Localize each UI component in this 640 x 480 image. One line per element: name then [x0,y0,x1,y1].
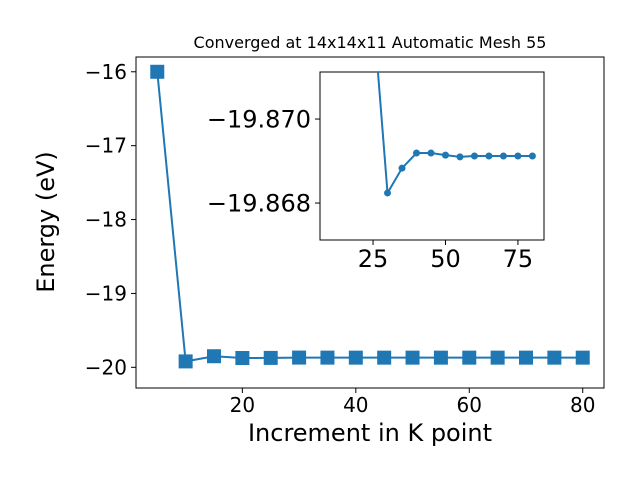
data-point [519,350,533,365]
y-tick-label: −20 [85,355,127,379]
data-point [235,351,250,366]
data-point [490,350,505,365]
data-point [499,152,507,160]
data-point [470,152,478,160]
x-tick-label: 80 [570,393,595,417]
plot-area [150,64,590,369]
x-axis-label: Increment in K point [248,419,492,447]
x-tick-label: 75 [503,245,534,273]
data-point [575,350,590,365]
y-tick-label: −19.870 [207,105,311,133]
y-tick-label: −19.868 [207,189,311,217]
data-point [398,164,406,172]
data-point [320,350,335,365]
x-tick-label: 40 [343,393,368,417]
data-line [156,71,583,363]
data-point [427,149,435,157]
data-point [263,350,278,365]
data-point [207,349,221,364]
x-tick-label: 25 [358,245,389,273]
data-point [462,350,477,365]
data-point [456,153,464,161]
y-tick-label: −18 [85,208,127,232]
data-point [485,152,493,160]
x-tick-label: 60 [457,393,482,417]
y-axis-label: Energy (eV) [32,151,60,293]
data-point [433,350,448,365]
data-point [348,350,363,365]
plot-area [376,72,536,197]
data-point [377,350,392,365]
data-point [292,350,307,365]
data-point [384,189,392,197]
chart-title: Converged at 14x14x11 Automatic Mesh 55 [194,33,547,52]
y-tick-label: −16 [85,60,127,84]
data-point [150,64,165,79]
data-point [514,152,522,160]
x-tick-label: 20 [230,393,255,417]
data-point [178,354,193,369]
y-tick-label: −17 [85,134,127,158]
x-tick-label: 50 [430,245,461,273]
data-point [405,350,420,365]
data-point [412,149,420,157]
y-tick-label: −19 [85,281,127,305]
data-point [547,350,562,365]
data-point [528,152,536,160]
data-point [441,151,449,159]
